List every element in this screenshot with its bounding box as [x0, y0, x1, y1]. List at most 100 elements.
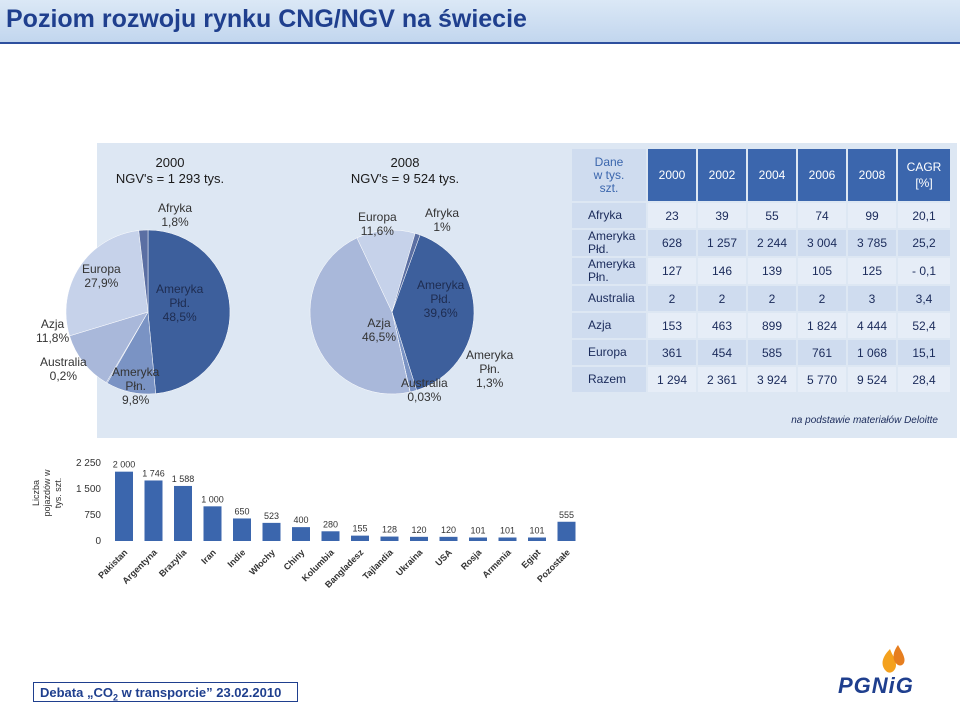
bar-category-label: Rosja — [459, 547, 484, 572]
table-cell-cagr: 20,1 — [896, 201, 952, 230]
bar-category-label: Armenia — [480, 547, 513, 580]
pie-2008-label-australia: Australia 0,03% — [401, 376, 448, 404]
pie-2000-caption: 2000 NGV's = 1 293 tys. — [95, 155, 245, 187]
bar-value-label: 128 — [382, 525, 397, 535]
table-cell: 2 — [646, 284, 698, 313]
pie-slice-europa — [65, 230, 149, 337]
table-row: Azja 153 463 899 1 824 4 444 52,4 — [570, 311, 952, 340]
table-cell: 3 004 — [796, 228, 848, 258]
table-cell: 2 — [796, 284, 848, 313]
bar-category-label: USA — [433, 547, 454, 568]
table-cell: 153 — [646, 311, 698, 340]
table-cell: 139 — [746, 256, 798, 286]
table-cell-cagr: 3,4 — [896, 284, 952, 313]
title-bar: Poziom rozwoju rynku CNG/NGV na świecie — [0, 0, 960, 42]
table-row-header: Razem — [570, 365, 648, 394]
bar-value-label: 280 — [323, 519, 338, 529]
bar-value-label: 101 — [470, 525, 485, 535]
table-corner-header: Dane w tys. szt. — [570, 147, 648, 203]
bar-iran — [203, 506, 222, 541]
table-cell: 761 — [796, 338, 848, 367]
pie-2008-label-europa: Europa 11,6% — [358, 210, 397, 238]
table-cell: 5 770 — [796, 365, 848, 394]
bar-pozosta-e — [557, 521, 576, 541]
table-row: Australia 2 2 2 2 3 3,4 — [570, 284, 952, 313]
table-row-header: Australia — [570, 284, 648, 313]
bar-chart-ytick: 750 — [84, 510, 101, 521]
pie-2000-label-ameryka-pld: Ameryka Płd. 48,5% — [156, 282, 204, 324]
pie-2008-total: NGV's = 9 524 tys. — [350, 171, 460, 186]
pie-2000-label-australia: Australia 0,2% — [40, 355, 87, 383]
cagr-header: CAGR [%] — [896, 147, 952, 203]
table-cell: 1 257 — [696, 228, 748, 258]
bar-category-label: Włochy — [247, 547, 277, 577]
table-cell: 1 068 — [846, 338, 898, 367]
bar-category-label: Iran — [199, 547, 218, 566]
bar-category-label: Ukraina — [394, 547, 425, 578]
table-cell: 105 — [796, 256, 848, 286]
bar-value-label: 523 — [264, 511, 279, 521]
bar-bangladesz — [351, 535, 369, 541]
bar-value-label: 155 — [352, 524, 367, 534]
table-cell: 2 — [746, 284, 798, 313]
pie-2008-caption: 2008 NGV's = 9 524 tys. — [330, 155, 480, 187]
table-cell: 361 — [646, 338, 698, 367]
table-row-header: Ameryka Płd. — [570, 228, 648, 258]
bar-value-label: 1 588 — [172, 474, 195, 484]
bar-chart-ytick: 1 500 — [76, 484, 101, 495]
bar-value-label: 1 746 — [142, 468, 165, 478]
bar-brazylia — [174, 485, 192, 541]
year-header-2004: 2004 — [746, 147, 798, 203]
table-row: Razem 1 294 2 361 3 924 5 770 9 524 28,4 — [570, 365, 952, 394]
pie-slice-afryka — [138, 229, 149, 313]
year-header-2002: 2002 — [696, 147, 748, 203]
table-cell: 2 — [696, 284, 748, 313]
table-cell: 1 294 — [646, 365, 698, 394]
table-row-header: Ameryka Płn. — [570, 256, 648, 286]
bar-kolumbia — [321, 531, 340, 541]
table-row-header: Azja — [570, 311, 648, 340]
pie-2008-label-ameryka-pld: Ameryka Płd. 39,6% — [417, 278, 465, 320]
bar-usa — [439, 536, 458, 541]
table-cell: 23 — [646, 201, 698, 230]
footer-event-title: Debata „CO2 w transporcie” 23.02.2010 — [33, 682, 298, 703]
pgnig-logo: PGNiG — [838, 641, 958, 701]
year-header-2000: 2000 — [646, 147, 698, 203]
table-cell: 628 — [646, 228, 698, 258]
ngv-data-table: Dane w tys. szt. 2000 2002 2004 2006 2008 … — [570, 147, 952, 394]
bar-chiny — [292, 527, 310, 541]
table-cell: 3 924 — [746, 365, 798, 394]
page-title: Poziom rozwoju rynku CNG/NGV na świecie — [6, 5, 527, 33]
bar-value-label: 120 — [441, 525, 456, 535]
bar-category-label: Indie — [225, 547, 247, 569]
bar-pakistan — [115, 471, 133, 541]
pie-2000-label-ameryka-pln: Ameryka Płn. 9,8% — [112, 365, 160, 407]
bar-value-label: 1 000 — [201, 494, 224, 504]
pie-slice-ameryka-p-d- — [391, 234, 475, 391]
bar-chart-ylabel: Liczba pojazdów w tys. szt. — [31, 469, 63, 517]
table-row-header: Afryka — [570, 201, 648, 230]
table-row-header: Europa — [570, 338, 648, 367]
bar-value-label: 650 — [234, 506, 249, 516]
pie-2008-label-afryka: Afryka 1% — [425, 206, 460, 234]
pie-2000-year: 2000 — [155, 155, 185, 170]
year-header-2008: 2008 — [846, 147, 898, 203]
bar-category-label: Chiny — [282, 547, 307, 572]
bar-chart-ytick: 0 — [95, 536, 101, 547]
pie-2000-total: NGV's = 1 293 tys. — [115, 171, 225, 186]
table-cell: 39 — [696, 201, 748, 230]
table-cell: 463 — [696, 311, 748, 340]
table-cell: 74 — [796, 201, 848, 230]
table-row: Europa 361 454 585 761 1 068 15,1 — [570, 338, 952, 367]
table-cell: 55 — [746, 201, 798, 230]
table-header-row: Dane w tys. szt. 2000 2002 2004 2006 2008 … — [570, 147, 952, 203]
pie-slice-azja — [309, 237, 411, 395]
bar-w-ochy — [262, 522, 281, 541]
year-header-2006: 2006 — [796, 147, 848, 203]
bar-value-label: 101 — [500, 525, 515, 535]
table-cell: 146 — [696, 256, 748, 286]
bar-value-label: 101 — [529, 525, 544, 535]
pie-2000-label-afryka: Afryka 1,8% — [158, 201, 193, 229]
